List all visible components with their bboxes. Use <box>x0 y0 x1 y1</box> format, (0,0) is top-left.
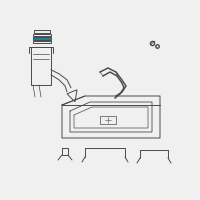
Bar <box>33 40 51 43</box>
Bar <box>34 30 50 32</box>
Bar <box>33 33 51 36</box>
Bar <box>31 47 51 85</box>
Bar <box>33 37 51 40</box>
Bar <box>100 116 116 124</box>
